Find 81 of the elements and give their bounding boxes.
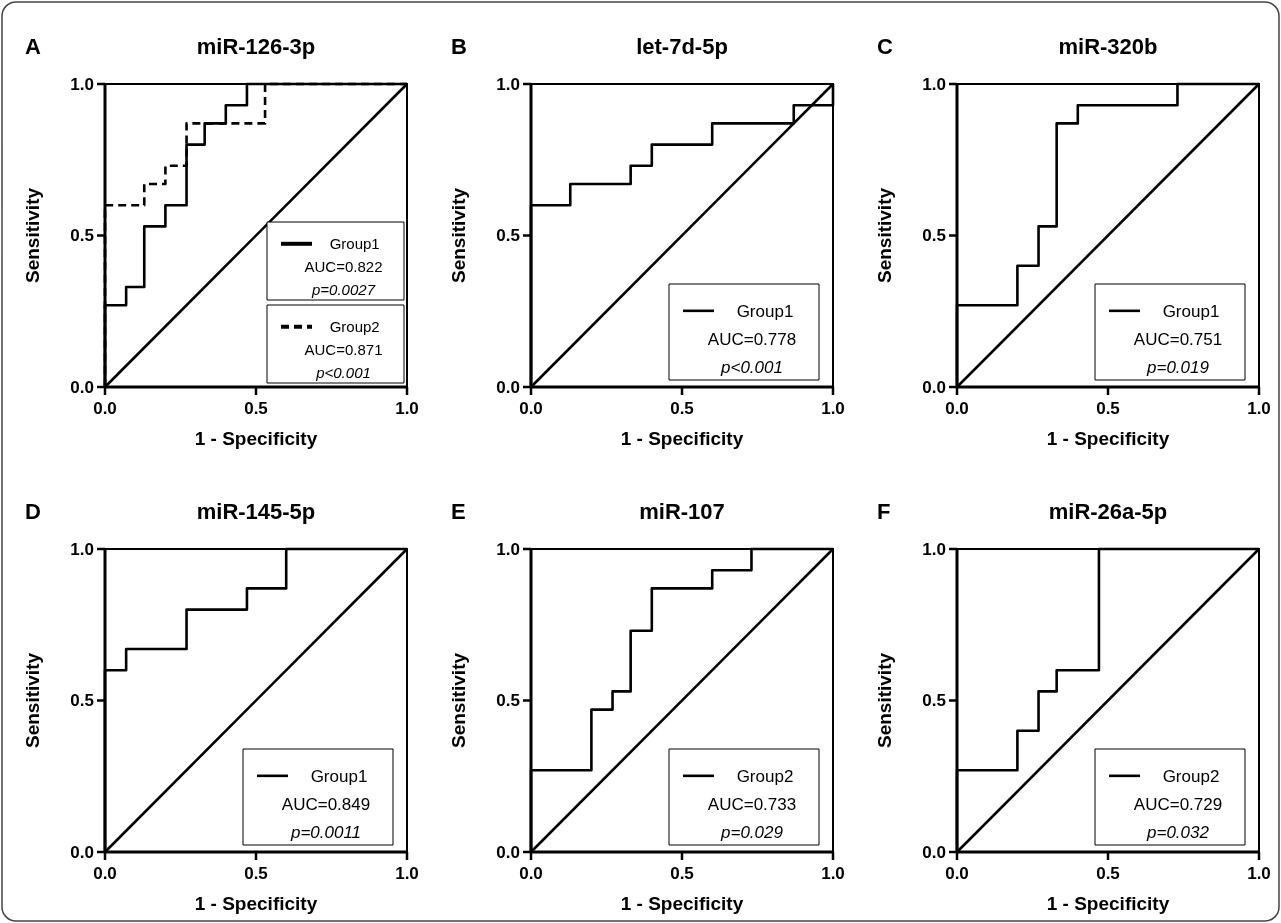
legend-label: Group1 [310, 766, 368, 786]
y-tick-label: 0.5 [70, 691, 94, 711]
annotation: p<0.001 [315, 363, 371, 381]
x-axis-title: 1 - Specificity [1046, 893, 1170, 914]
x-tick-label: 1.0 [1247, 864, 1271, 883]
annotation: AUC=0.871 [304, 340, 383, 358]
x-tick-label: 0.0 [945, 399, 969, 418]
y-axis-title: Sensitivity [874, 652, 895, 749]
y-tick-label: 0.0 [922, 842, 946, 862]
x-tick-label: 0.0 [519, 399, 543, 418]
annotation: p<0.001 [720, 358, 783, 378]
y-tick-label: 1.0 [922, 539, 946, 559]
chart-title: miR-126-3p [196, 34, 316, 59]
y-tick-label: 0.0 [496, 842, 520, 862]
x-tick-label: 0.0 [519, 864, 543, 883]
y-tick-label: 0.5 [496, 226, 520, 246]
y-tick-label: 0.5 [922, 691, 946, 711]
annotation: p=0.032 [1146, 823, 1210, 843]
annotation: AUC=0.849 [281, 795, 371, 815]
y-tick-label: 1.0 [496, 74, 520, 94]
x-tick-label: 0.5 [670, 399, 694, 418]
chart-title: miR-107 [639, 499, 725, 524]
x-axis-title: 1 - Specificity [1046, 428, 1170, 449]
legend-label: Group1 [736, 301, 794, 321]
chart-title: let-7d-5p [636, 34, 728, 59]
y-tick-label: 1.0 [70, 539, 94, 559]
text: E [451, 499, 466, 524]
x-tick-label: 1.0 [821, 864, 845, 883]
y-axis-title: Sensitivity [448, 187, 469, 284]
text: F [877, 499, 891, 524]
text: A [25, 34, 41, 59]
x-tick-label: 0.0 [93, 864, 117, 883]
y-tick-label: 0.0 [70, 377, 94, 397]
x-tick-label: 1.0 [395, 399, 419, 418]
x-tick-label: 0.0 [93, 399, 117, 418]
x-tick-label: 1.0 [1247, 399, 1271, 418]
annotation: p=0.019 [1146, 358, 1210, 378]
legend-label: Group1 [329, 235, 380, 253]
y-axis-title: Sensitivity [448, 652, 469, 749]
x-axis-title: 1 - Specificity [194, 893, 318, 914]
x-tick-label: 1.0 [395, 864, 419, 883]
x-axis-title: 1 - Specificity [620, 893, 744, 914]
annotation: AUC=0.822 [304, 257, 383, 275]
annotation: AUC=0.751 [1133, 330, 1223, 350]
x-tick-label: 0.5 [244, 864, 268, 883]
y-tick-label: 1.0 [70, 74, 94, 94]
y-axis-title: Sensitivity [22, 652, 43, 749]
annotation: p=0.0011 [289, 823, 362, 843]
legend-label: Group2 [329, 318, 380, 336]
legend-label: Group1 [1162, 301, 1220, 321]
x-tick-label: 0.5 [670, 864, 694, 883]
y-tick-label: 1.0 [496, 539, 520, 559]
legend-label: Group2 [1162, 766, 1220, 786]
x-tick-label: 0.5 [244, 399, 268, 418]
x-tick-label: 0.0 [945, 864, 969, 883]
chart-title: miR-145-5p [196, 499, 316, 524]
x-axis-title: 1 - Specificity [194, 428, 318, 449]
annotation: AUC=0.733 [707, 795, 797, 815]
text: B [451, 34, 467, 59]
annotation: p=0.029 [720, 823, 784, 843]
annotation: p=0.0027 [311, 280, 376, 298]
chart-title: miR-26a-5p [1048, 499, 1168, 524]
y-tick-label: 0.0 [496, 377, 520, 397]
text: C [877, 34, 893, 59]
y-tick-label: 0.0 [922, 377, 946, 397]
y-tick-label: 0.0 [70, 842, 94, 862]
y-tick-label: 0.5 [922, 226, 946, 246]
y-axis-title: Sensitivity [22, 187, 43, 284]
y-tick-label: 0.5 [70, 226, 94, 246]
x-tick-label: 0.5 [1096, 864, 1120, 883]
text: D [25, 499, 41, 524]
annotation: AUC=0.729 [1133, 795, 1223, 815]
annotation: AUC=0.778 [707, 330, 797, 350]
chart-title: miR-320b [1058, 34, 1158, 59]
y-axis-title: Sensitivity [874, 187, 895, 284]
x-tick-label: 1.0 [821, 399, 845, 418]
x-axis-title: 1 - Specificity [620, 428, 744, 449]
legend-label: Group2 [736, 766, 794, 786]
y-tick-label: 0.5 [496, 691, 520, 711]
x-tick-label: 0.5 [1096, 399, 1120, 418]
y-tick-label: 1.0 [922, 74, 946, 94]
